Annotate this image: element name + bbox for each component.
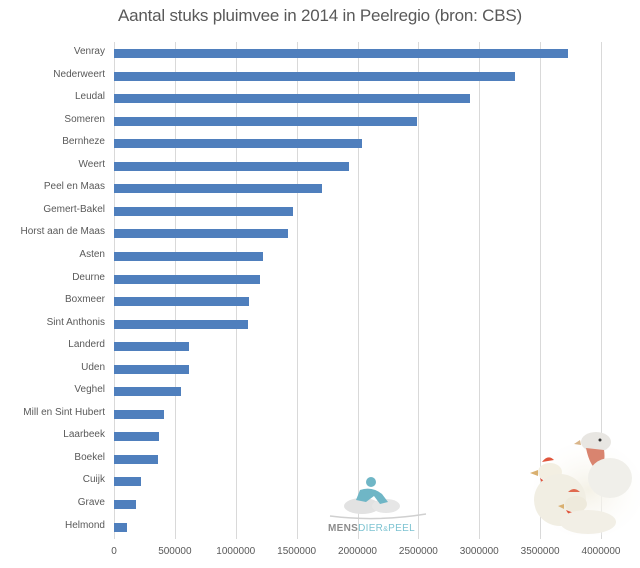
bar (114, 522, 128, 532)
bar-row: Sint Anthonis (0, 313, 602, 335)
x-tick-label: 3000000 (459, 546, 499, 557)
category-label: Horst aan de Maas (20, 226, 106, 238)
poultry-illustration (518, 420, 640, 538)
mensdierpeel-logo: MENSDIER&PEEL (322, 476, 432, 538)
category-label: Weert (78, 158, 106, 170)
x-axis-ticks: 0 500000 1000000 1500000 2000000 2500000 30000… (0, 546, 640, 560)
bar (114, 454, 158, 464)
bar-row: Helmond (0, 516, 602, 538)
category-label: Gemert-Bakel (43, 203, 105, 215)
bar (114, 116, 418, 126)
bar (114, 94, 470, 104)
category-label: Peel en Maas (43, 181, 105, 193)
bar-row: Cuijk (0, 470, 602, 492)
category-label: Landerd (68, 339, 105, 351)
bar (114, 409, 164, 419)
category-label: Helmond (64, 519, 105, 531)
gridline (540, 42, 542, 539)
logo-figure-icon (329, 477, 427, 520)
category-label: Someren (64, 113, 105, 125)
bar-row: Mill en Sint Hubert (0, 403, 602, 425)
bar-row: Bernheze (0, 132, 602, 154)
bar-row: Gemert-Bakel (0, 200, 602, 222)
bar (114, 139, 363, 149)
category-label: Leudal (74, 91, 105, 103)
bar (114, 387, 181, 397)
bar (114, 71, 515, 81)
category-label: Cuijk (82, 474, 105, 486)
bar-row: Weert (0, 155, 602, 177)
gridline (296, 42, 298, 539)
bar-row: Asten (0, 245, 602, 267)
category-label: Sint Anthonis (46, 316, 105, 328)
bar-row: Venray (0, 42, 602, 64)
category-label: Grave (77, 497, 105, 508)
category-label: Asten (79, 248, 105, 260)
bar (114, 251, 263, 261)
bar-row: Peel en Maas (0, 177, 602, 199)
x-tick-label: 3500000 (520, 546, 560, 557)
category-label: Veghel (74, 384, 105, 396)
bar-row: Deurne (0, 268, 602, 290)
bar-row: Someren (0, 110, 602, 132)
bar-row: Landerd (0, 335, 602, 357)
bar (114, 500, 136, 509)
category-label: Uden (81, 361, 105, 373)
bar (114, 432, 160, 442)
x-tick-label: 2000000 (338, 546, 377, 557)
gridline (174, 42, 176, 539)
category-label: Mill en Sint Hubert (23, 406, 105, 418)
bar (114, 274, 261, 284)
bar-row: Grave (0, 493, 602, 515)
category-label: Boxmeer (64, 294, 105, 306)
x-tick-label: 500000 (158, 546, 192, 557)
plot-area: Venray Nederweert Leudal Someren Bernheze Wee… (21, 42, 602, 539)
gridline (479, 42, 481, 539)
bar (114, 49, 569, 58)
bar-row: Boxmeer (0, 290, 602, 312)
category-label: Deurne (72, 271, 105, 283)
gridline (418, 42, 420, 539)
gridline (601, 42, 602, 539)
bar-row: Horst aan de Maas (0, 222, 602, 244)
chicken-image-icon (530, 432, 640, 538)
gridline (114, 42, 115, 539)
gridline (357, 42, 359, 539)
bar-row: Nederweert (0, 65, 602, 87)
bar-row: Boekel (0, 448, 602, 470)
bar (114, 297, 250, 307)
bar-row: Uden (0, 358, 602, 380)
bar (114, 477, 141, 487)
x-tick-label: 1000000 (216, 546, 256, 557)
category-label: Bernheze (62, 136, 105, 148)
gridline (235, 42, 237, 539)
bar-row: Leudal (0, 87, 602, 109)
category-label: Venray (73, 46, 105, 57)
bar (114, 229, 289, 239)
x-tick-label: 1500000 (277, 546, 317, 557)
bar (114, 206, 293, 216)
logo-text: MENSDIER&PEEL (328, 523, 415, 534)
category-label: Laarbeek (63, 429, 105, 441)
bar (114, 364, 190, 374)
x-tick-label: 4000000 (581, 546, 621, 557)
chart-title: Aantal stuks pluimvee in 2014 in Peelreg… (117, 6, 523, 25)
bar (114, 184, 323, 194)
x-tick-label: 0 (111, 546, 117, 557)
bar (114, 161, 349, 171)
bar-row: Laarbeek (0, 425, 602, 447)
bar (114, 319, 248, 329)
bar-row: Veghel (0, 380, 602, 402)
category-label: Nederweert (53, 68, 105, 80)
category-label: Boekel (74, 451, 105, 463)
bar (114, 342, 190, 352)
x-tick-label: 2500000 (398, 546, 438, 557)
